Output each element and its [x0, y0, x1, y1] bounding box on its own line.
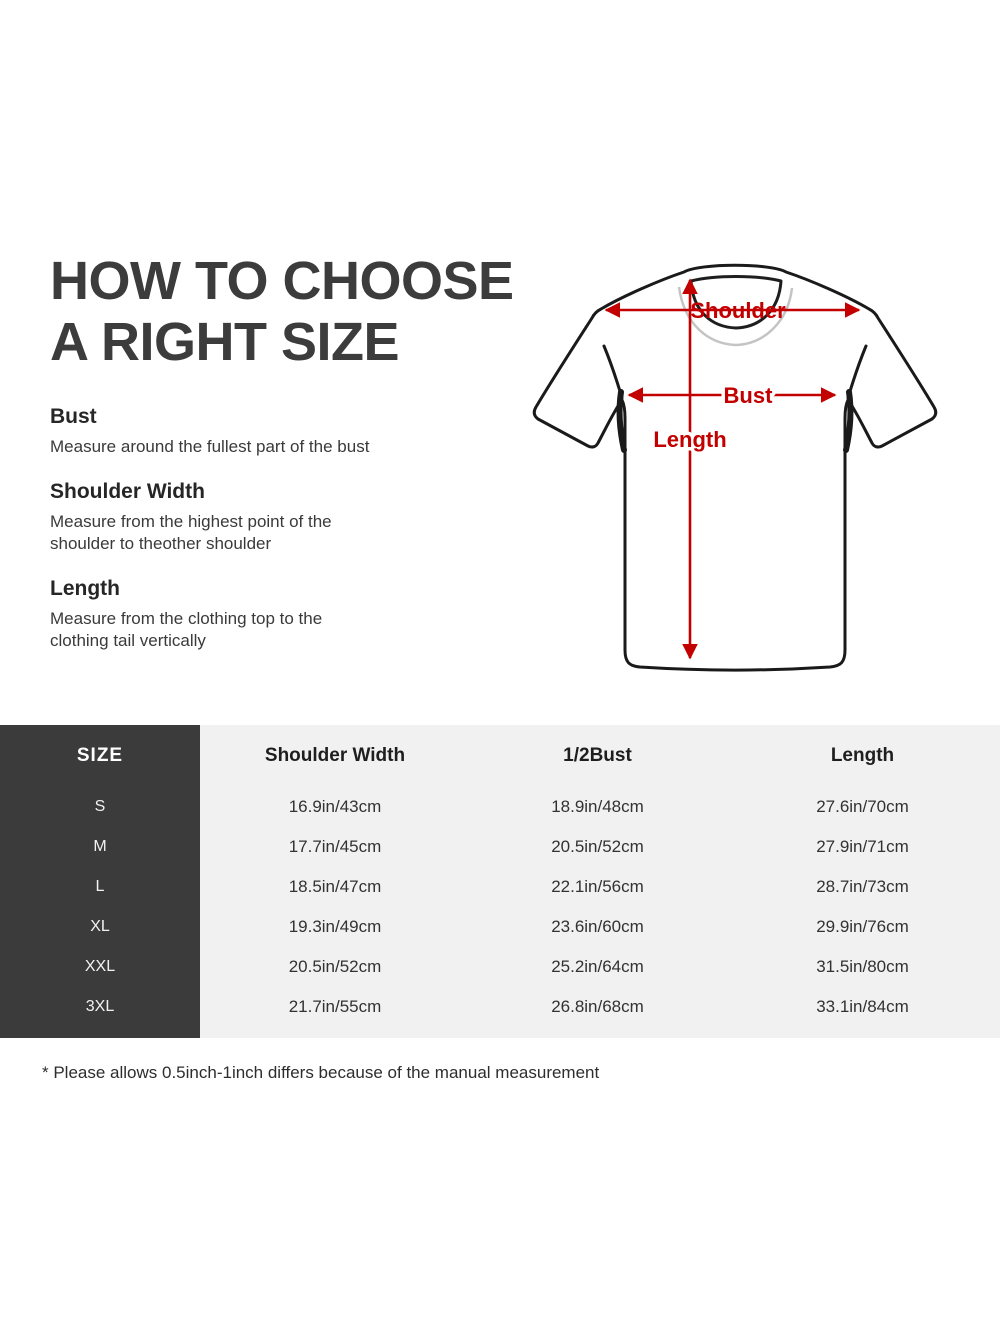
table-cell-3xl-shoulder: 21.7in/55cm: [288, 997, 382, 1016]
measurement-instructions: Bust Measure around the fullest part of …: [50, 405, 490, 674]
page-title: HOW TO CHOOSE A RIGHT SIZE: [50, 251, 514, 373]
table-cell-xl-shoulder: 19.3in/49cm: [288, 917, 382, 936]
table-cell-l-length: 28.7in/73cm: [816, 877, 909, 896]
instruction-shoulder-text-line2: shoulder to theother shoulder: [50, 534, 272, 553]
table-cell-l-shoulder: 18.5in/47cm: [288, 877, 382, 896]
table-header-shoulder-width: Shoulder Width: [264, 745, 406, 766]
shoulder-arrow-label: Shoulder: [690, 298, 786, 323]
instruction-length-text-line1: Measure from the clothing top to the: [50, 608, 323, 628]
table-cell-xxl-shoulder: 20.5in/52cm: [288, 957, 382, 976]
instruction-bust-heading: Bust: [50, 405, 97, 428]
instruction-shoulder-width: Shoulder Width Measure from the highest …: [50, 480, 490, 556]
instruction-shoulder-heading: Shoulder Width: [50, 479, 205, 503]
table-row-size-xl: XL: [90, 918, 110, 935]
table-header-size: SIZE: [76, 745, 124, 766]
table-cell-s-length: 27.6in/70cm: [816, 797, 909, 816]
instruction-length-heading: Length: [50, 576, 120, 600]
right-armpit-crease: [843, 389, 854, 453]
instruction-bust: Bust Measure around the fullest part of …: [50, 405, 490, 459]
page-title-line1: HOW TO CHOOSE: [50, 251, 514, 311]
table-row-size-l: L: [95, 878, 105, 895]
table-cell-xxl-bust: 25.2in/64cm: [551, 957, 644, 976]
table-row-size-m: M: [93, 838, 107, 855]
bust-arrow-label: Bust: [724, 383, 774, 408]
instruction-shoulder-text-line1: Measure from the highest point of the: [50, 511, 332, 531]
table-cell-xxl-length: 31.5in/80cm: [816, 957, 909, 976]
table-cell-m-shoulder: 17.7in/45cm: [288, 837, 382, 856]
table-body-background: [200, 725, 1000, 1038]
tshirt-outline-icon: [532, 263, 938, 672]
table-cell-m-bust: 20.5in/52cm: [551, 837, 644, 856]
page-title-line2: A RIGHT SIZE: [50, 312, 400, 372]
instruction-length-text-line2: clothing tail vertically: [50, 631, 206, 650]
table-row-size-3xl: 3XL: [85, 998, 115, 1015]
size-column-background: [0, 725, 200, 1038]
table-cell-m-length: 27.9in/71cm: [816, 837, 909, 856]
tshirt-diagram: Shoulder Bust Length: [505, 248, 965, 678]
table-cell-3xl-bust: 26.8in/68cm: [551, 997, 644, 1016]
table-cell-s-shoulder: 16.9in/43cm: [288, 797, 382, 816]
instruction-length: Length Measure from the clothing top to …: [50, 577, 490, 653]
table-cell-l-bust: 22.1in/56cm: [551, 877, 644, 896]
table-header-length: Length: [830, 745, 895, 766]
table-cell-3xl-length: 33.1in/84cm: [816, 997, 909, 1016]
left-armpit-crease: [616, 389, 627, 453]
measurement-disclaimer: * Please allows 0.5inch-1inch differs be…: [42, 1063, 600, 1082]
table-row-size-s: S: [94, 798, 106, 815]
table-header-half-bust: 1/2Bust: [563, 745, 632, 766]
instruction-bust-text: Measure around the fullest part of the b…: [50, 437, 370, 456]
table-cell-xl-bust: 23.6in/60cm: [551, 917, 644, 936]
table-row-size-xxl: XXL: [84, 958, 116, 975]
table-cell-s-bust: 18.9in/48cm: [551, 797, 644, 816]
table-cell-xl-length: 29.9in/76cm: [816, 917, 909, 936]
size-table: SIZE Shoulder Width 1/2Bust Length S 16.…: [0, 725, 1000, 1038]
length-arrow-label: Length: [653, 427, 726, 452]
